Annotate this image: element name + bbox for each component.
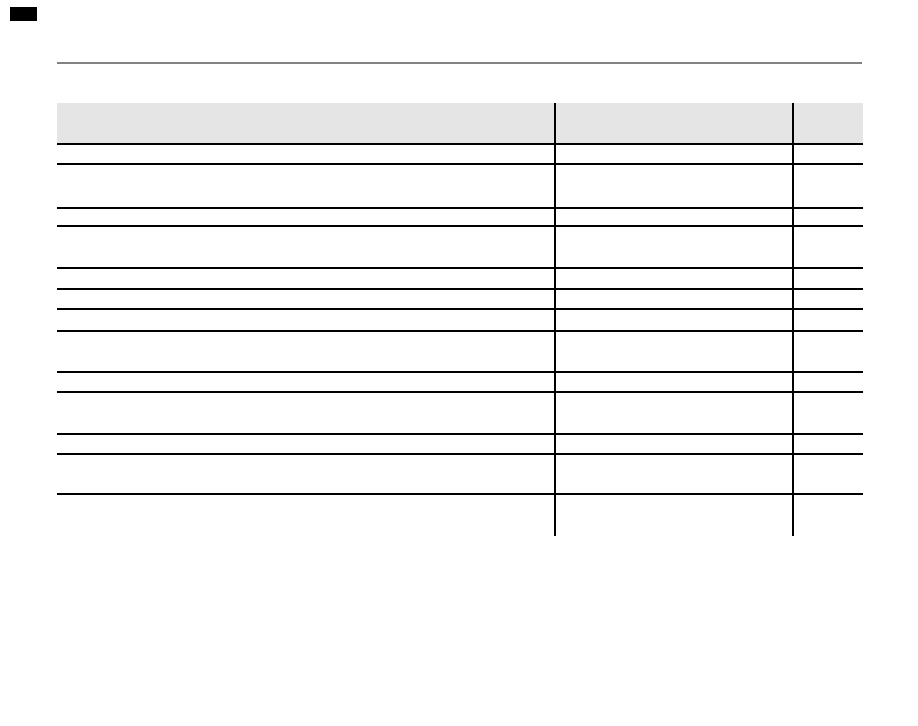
table-cell <box>555 289 794 310</box>
table-row <box>57 144 863 165</box>
table-cell <box>57 226 556 269</box>
table-cell <box>793 372 863 393</box>
table-header-cell <box>793 103 863 145</box>
table-cell <box>793 454 863 495</box>
table-cell <box>57 454 556 495</box>
table-row <box>57 454 863 495</box>
page-edge-tab <box>10 7 37 21</box>
table-row <box>57 494 863 536</box>
table-cell <box>57 494 556 536</box>
table-cell <box>57 331 556 373</box>
table-cell <box>793 309 863 332</box>
table-row <box>57 226 863 269</box>
table-cell <box>793 268 863 290</box>
table-cell <box>555 309 794 332</box>
table-header-row <box>57 103 863 145</box>
table-cell <box>57 289 556 310</box>
table-cell <box>57 372 556 393</box>
table-cell <box>793 434 863 455</box>
table-cell <box>793 494 863 536</box>
table-cell <box>57 164 556 209</box>
table-cell <box>57 144 556 165</box>
table-cell <box>793 331 863 373</box>
table-row <box>57 289 863 310</box>
table-row <box>57 434 863 455</box>
table-cell <box>57 208 556 227</box>
table-cell <box>555 268 794 290</box>
table-cell <box>555 144 794 165</box>
table-cell <box>57 434 556 455</box>
table-header-cell <box>57 103 556 145</box>
table-header-cell <box>555 103 794 145</box>
table-row <box>57 372 863 393</box>
table-cell <box>555 208 794 227</box>
table-cell <box>555 434 794 455</box>
table-cell <box>793 164 863 209</box>
table-cell <box>793 289 863 310</box>
table-cell <box>555 392 794 435</box>
table-cell <box>555 226 794 269</box>
table-row <box>57 268 863 290</box>
table-row <box>57 208 863 227</box>
table-cell <box>57 309 556 332</box>
table-cell <box>793 226 863 269</box>
table-row <box>57 309 863 332</box>
content-table <box>57 103 863 536</box>
table-cell <box>555 331 794 373</box>
table-cell <box>793 144 863 165</box>
table-row <box>57 164 863 209</box>
top-divider-rule <box>57 62 862 64</box>
table-cell <box>555 372 794 393</box>
table-cell <box>555 164 794 209</box>
table-cell <box>555 454 794 495</box>
table-row <box>57 392 863 435</box>
table-cell <box>57 268 556 290</box>
table-row <box>57 331 863 373</box>
table-cell <box>57 392 556 435</box>
table-cell <box>555 494 794 536</box>
table-cell <box>793 392 863 435</box>
table-cell <box>793 208 863 227</box>
